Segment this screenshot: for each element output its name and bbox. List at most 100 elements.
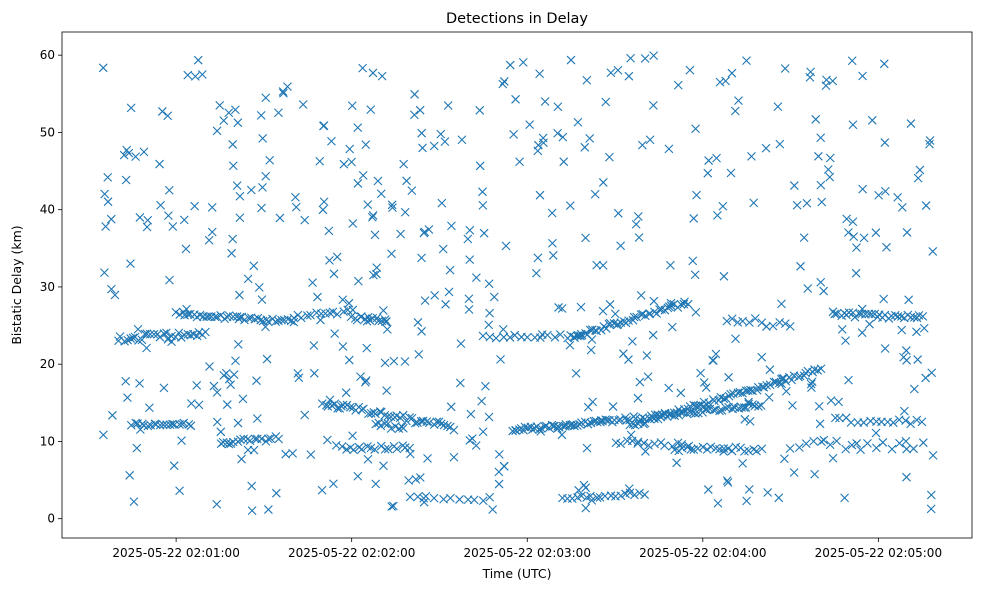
data-point-marker — [719, 394, 729, 404]
data-point-marker — [262, 354, 272, 364]
data-point-marker — [339, 159, 349, 169]
data-point-marker — [417, 253, 426, 263]
data-point-marker — [145, 329, 155, 339]
data-point-marker — [919, 323, 929, 333]
data-point-marker — [926, 504, 936, 514]
data-point-marker — [684, 441, 694, 451]
data-point-marker — [164, 185, 174, 195]
data-point-marker — [233, 418, 243, 428]
data-point-marker — [726, 168, 736, 178]
data-point-marker — [174, 328, 184, 338]
data-point-marker — [635, 488, 644, 498]
data-point-marker — [531, 268, 541, 278]
data-point-marker — [703, 485, 713, 494]
data-point-marker — [274, 108, 283, 118]
data-point-marker — [921, 373, 930, 383]
data-point-marker — [788, 400, 797, 410]
data-point-marker — [717, 406, 727, 415]
data-point-marker — [581, 483, 591, 493]
data-point-marker — [488, 505, 498, 514]
data-point-marker — [418, 416, 428, 426]
data-point-marker — [844, 308, 854, 317]
data-point-marker — [857, 304, 867, 314]
data-point-marker — [731, 334, 740, 344]
data-point-marker — [858, 184, 868, 194]
data-point-marker — [754, 402, 763, 411]
data-point-marker — [465, 255, 475, 265]
data-point-marker — [874, 190, 884, 200]
data-point-marker — [233, 118, 243, 128]
data-point-marker — [558, 132, 568, 142]
data-point-marker — [552, 424, 562, 434]
data-point-marker — [785, 444, 795, 453]
data-point-marker — [618, 349, 628, 359]
data-point-marker — [449, 452, 459, 462]
data-point-marker — [672, 458, 682, 468]
data-point-marker — [852, 439, 862, 448]
data-point-marker — [536, 426, 546, 436]
data-point-marker — [414, 349, 424, 359]
data-point-marker — [867, 115, 877, 125]
data-point-marker — [688, 256, 698, 266]
data-point-marker — [649, 100, 658, 110]
data-point-marker — [377, 71, 387, 81]
data-point-marker — [230, 105, 240, 115]
data-point-marker — [696, 368, 705, 378]
data-point-marker — [573, 421, 582, 430]
data-point-marker — [901, 436, 911, 446]
data-point-marker — [802, 198, 812, 208]
data-point-marker — [165, 420, 175, 430]
data-point-marker — [904, 295, 914, 305]
data-point-marker — [819, 286, 829, 296]
data-point-marker — [648, 330, 658, 340]
data-point-marker — [382, 324, 392, 334]
data-point-marker — [859, 233, 869, 243]
data-point-marker — [765, 380, 775, 390]
data-point-marker — [177, 436, 186, 446]
data-point-marker — [186, 399, 196, 408]
data-point-marker — [585, 133, 595, 143]
data-point-marker — [289, 313, 299, 323]
data-point-marker — [129, 497, 139, 507]
data-point-marker — [179, 215, 189, 225]
data-point-marker — [319, 197, 329, 207]
data-point-marker — [794, 443, 804, 452]
data-point-marker — [420, 296, 430, 305]
data-point-marker — [796, 261, 805, 271]
data-point-marker — [909, 313, 919, 322]
data-point-marker — [368, 68, 378, 78]
data-point-marker — [518, 58, 528, 67]
data-point-marker — [224, 108, 234, 118]
data-point-marker — [379, 461, 388, 471]
data-point-marker — [667, 322, 677, 332]
data-point-marker — [645, 135, 655, 145]
data-point-marker — [366, 105, 376, 114]
data-point-marker — [318, 205, 328, 215]
data-point-marker — [440, 137, 450, 146]
data-point-marker — [338, 295, 348, 305]
data-point-marker — [834, 397, 844, 407]
data-point-marker — [379, 306, 388, 315]
data-point-marker — [98, 430, 108, 440]
data-point-marker — [576, 331, 585, 341]
data-point-marker — [361, 376, 371, 385]
data-point-marker — [715, 77, 725, 87]
data-point-marker — [523, 423, 533, 433]
data-point-marker — [679, 404, 689, 414]
data-point-marker — [719, 271, 729, 281]
data-point-marker — [201, 327, 210, 337]
data-point-marker — [912, 327, 921, 337]
data-point-marker — [463, 234, 473, 244]
data-point-marker — [232, 181, 242, 191]
data-point-marker — [781, 386, 791, 396]
data-point-marker — [383, 419, 393, 429]
data-point-marker — [239, 434, 248, 444]
data-point-marker — [210, 312, 220, 322]
data-point-marker — [501, 241, 511, 251]
data-point-marker — [616, 439, 626, 449]
data-point-marker — [641, 447, 650, 456]
data-point-marker — [410, 89, 420, 99]
data-point-marker — [879, 59, 889, 69]
data-point-marker — [902, 355, 911, 365]
